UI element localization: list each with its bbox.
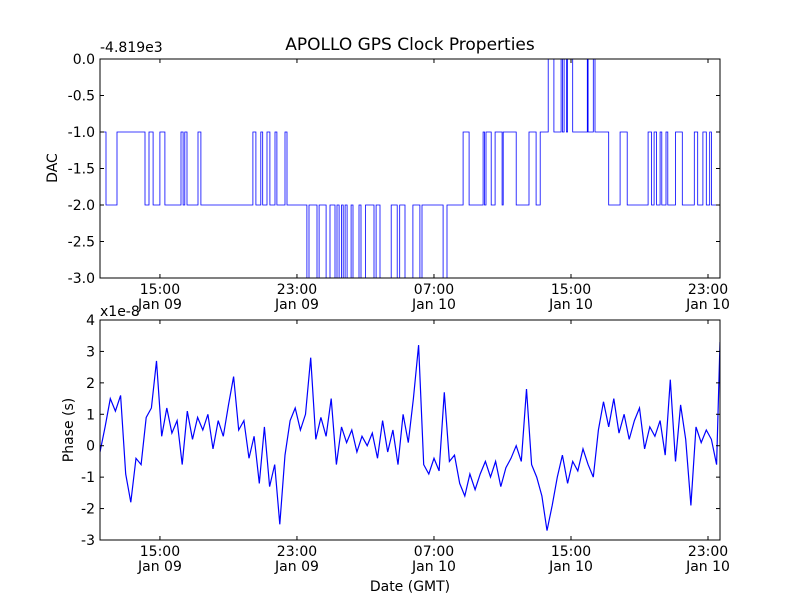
x-tick-label-time: 15:00: [551, 544, 591, 560]
dac-axes: -4.819e3 DAC 0.0 -0.5 -1.0 -1.5 -2.0 -2.5 -3.0…: [45, 40, 730, 313]
x-axis-label: Date (GMT): [370, 579, 450, 595]
x-tick-label-time: 15:00: [140, 282, 180, 298]
phase-y-axis-label: Phase (s): [61, 398, 77, 462]
x-tick-label-date: Jan 09: [137, 559, 182, 575]
dac-y-axis-label: DAC: [45, 153, 61, 183]
phase-series-line: [100, 341, 720, 531]
dac-offset-label: -4.819e3: [100, 40, 163, 56]
x-tick-label-date: Jan 10: [411, 559, 456, 575]
y-tick-label: -1.5: [68, 162, 95, 178]
y-tick-label: -1: [81, 470, 95, 486]
x-tick-label-date: Jan 09: [274, 297, 319, 313]
x-tick-label-date: Jan 10: [685, 559, 730, 575]
y-tick-label: -3: [81, 533, 95, 549]
x-tick-label-date: Jan 10: [685, 297, 730, 313]
y-tick-label: 2: [86, 376, 95, 392]
x-tick-label-time: 23:00: [688, 282, 728, 298]
phase-offset-label: x1e-8: [100, 304, 140, 320]
x-tick-label-time: 15:00: [551, 282, 591, 298]
y-tick-label: -3.0: [68, 271, 95, 287]
dac-series-line: [100, 58, 720, 279]
y-tick-label: -2: [81, 502, 95, 518]
x-tick-label-time: 23:00: [277, 282, 317, 298]
y-tick-label: -1.0: [68, 125, 95, 141]
x-tick-label-time: 23:00: [277, 544, 317, 560]
y-tick-label: -0.5: [68, 89, 95, 105]
chart-title: APOLLO GPS Clock Properties: [285, 35, 535, 55]
y-tick-label: 1: [86, 407, 95, 423]
x-tick-label-date: Jan 09: [274, 559, 319, 575]
y-tick-label: 0.0: [73, 52, 95, 68]
x-tick-label-time: 07:00: [414, 282, 454, 298]
y-tick-label: 4: [86, 313, 95, 329]
y-tick-label: 3: [86, 344, 95, 360]
x-tick-label-date: Jan 10: [548, 559, 593, 575]
y-tick-label: -2.5: [68, 235, 95, 251]
x-tick-label-time: 15:00: [140, 544, 180, 560]
axes-frame: [99, 319, 721, 541]
x-tick-label-time: 07:00: [414, 544, 454, 560]
y-tick-label: -2.0: [68, 198, 95, 214]
phase-axes: x1e-8 Phase (s) Date (GMT) 4 3 2 1 0 -1 -2 -3 15…: [61, 304, 730, 595]
x-tick-label-date: Jan 10: [548, 297, 593, 313]
y-tick-label: 0: [86, 439, 95, 455]
x-tick-label-time: 23:00: [688, 544, 728, 560]
x-tick-label-date: Jan 10: [411, 297, 456, 313]
x-tick-label-date: Jan 09: [137, 297, 182, 313]
